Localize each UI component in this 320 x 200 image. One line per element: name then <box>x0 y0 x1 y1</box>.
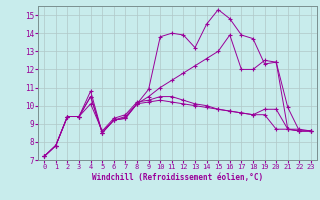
X-axis label: Windchill (Refroidissement éolien,°C): Windchill (Refroidissement éolien,°C) <box>92 173 263 182</box>
